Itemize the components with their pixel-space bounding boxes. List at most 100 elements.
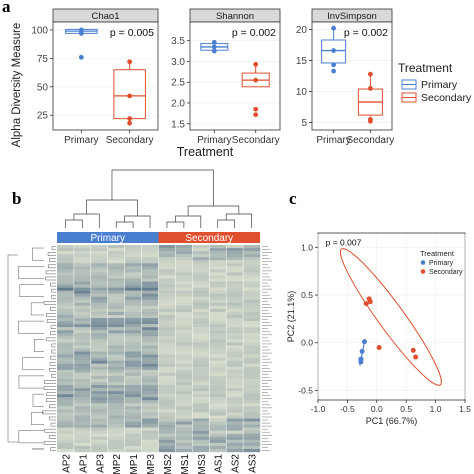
- heatmap-cell: [73, 308, 92, 313]
- heatmap-cell: [73, 296, 92, 300]
- heatmap-cell: [226, 315, 244, 319]
- heatmap-cell: [192, 424, 210, 428]
- heatmap-cell: [226, 281, 244, 285]
- heatmap-cell: [209, 290, 227, 294]
- y-tick-label: 75: [37, 54, 49, 65]
- heatmap-cell: [209, 378, 227, 383]
- row-dendro-link: [50, 422, 56, 427]
- heatmap-cell: [124, 403, 142, 407]
- column-label: MS1: [180, 454, 191, 474]
- data-point: [331, 25, 336, 31]
- heatmap-cell: [158, 324, 176, 328]
- heatmap-cell: [90, 257, 108, 261]
- heatmap-cell: [209, 427, 227, 431]
- row-dendro-link: [32, 393, 44, 407]
- box-secondary: [241, 61, 270, 118]
- heatmap-cell: [90, 439, 108, 444]
- heatmap-cell: [107, 439, 125, 444]
- heatmap-cell: [192, 378, 210, 383]
- heatmap-cell: [73, 430, 92, 434]
- heatmap-cell: [107, 430, 125, 434]
- heatmap-cell: [209, 266, 227, 270]
- row-dendro-link: [32, 247, 44, 261]
- heatmap-cell: [73, 257, 92, 261]
- heatmap-cell: [107, 415, 125, 419]
- heatmap-cell: [226, 251, 244, 255]
- heatmap-cell: [192, 296, 210, 300]
- heatmap-cell: [158, 278, 176, 282]
- heatmap-cell: [209, 412, 227, 416]
- heatmap-cell: [73, 375, 92, 380]
- heatmap-cell: [124, 394, 142, 398]
- heatmap-cell: [57, 254, 75, 258]
- heatmap-cell: [90, 360, 108, 364]
- heatmap-cell: [209, 445, 227, 450]
- heatmap-cell: [243, 360, 261, 364]
- heatmap-cell: [192, 348, 210, 352]
- legend-label-secondary: Secondary: [421, 92, 472, 104]
- heatmap-cell: [192, 388, 210, 392]
- heatmap-cell: [158, 381, 176, 386]
- heatmap-cell: [209, 315, 227, 319]
- pca-x-tick-label: 1.0: [430, 404, 442, 414]
- heatmap-cell: [226, 339, 244, 343]
- heatmap-cell: [73, 433, 92, 437]
- y-tick-label: 15: [296, 56, 308, 67]
- heatmap-cell: [124, 245, 142, 249]
- pca-x-tick-label: 1.5: [459, 404, 471, 414]
- heatmap-cell: [141, 409, 159, 413]
- facet-title: Chao1: [92, 11, 120, 22]
- heatmap-cell: [226, 248, 244, 252]
- heatmap-cell: [107, 333, 125, 337]
- heatmap-cell: [175, 302, 193, 307]
- panel-a-xlabel: Treatment: [177, 145, 234, 159]
- heatmap-cell: [175, 333, 193, 337]
- row-dendro-link: [49, 361, 56, 366]
- row-dendro-link: [50, 282, 56, 287]
- heatmap-cell: [192, 385, 210, 389]
- heatmap-cell: [209, 409, 227, 413]
- heatmap-cell: [73, 287, 92, 291]
- heatmap-cell: [73, 299, 92, 304]
- heatmap-cell: [57, 409, 75, 413]
- heatmap-cell: [90, 400, 108, 404]
- heatmap-cell: [243, 281, 261, 285]
- heatmap-cell: [107, 418, 125, 422]
- pca-y-tick-label: 0.0: [301, 338, 313, 348]
- row-dendro-link: [49, 416, 56, 421]
- heatmap-cell: [107, 436, 125, 441]
- heatmap-cell: [124, 305, 142, 310]
- heatmap-cell: [158, 385, 176, 389]
- heatmap-cell: [158, 354, 176, 358]
- heatmap-cell: [192, 290, 210, 294]
- heatmap-cell: [209, 324, 227, 328]
- heatmap-cell: [141, 305, 159, 310]
- heatmap-cell: [141, 342, 159, 346]
- heatmap-cell: [209, 342, 227, 346]
- heatmap-cell: [175, 260, 193, 264]
- row-dendro-link: [50, 355, 56, 360]
- heatmap-cell: [73, 381, 92, 386]
- row-dendro-link: [51, 294, 56, 299]
- heatmap-cell: [90, 388, 108, 392]
- row-dendro-link: [48, 435, 56, 439]
- heatmap-cell: [209, 333, 227, 337]
- heatmap-cell: [192, 275, 210, 279]
- heatmap-cell: [124, 281, 142, 285]
- heatmap-cell: [57, 327, 75, 331]
- heatmap-cell: [141, 397, 159, 401]
- heatmap-cell: [158, 333, 176, 337]
- heatmap-cell: [107, 266, 125, 270]
- heatmap-cell: [57, 394, 75, 398]
- heatmap-cell: [209, 305, 227, 310]
- heatmap-cell: [124, 308, 142, 313]
- heatmap-cell: [226, 427, 244, 431]
- row-dendro-link: [22, 357, 44, 371]
- heatmap-cell: [124, 418, 142, 422]
- heatmap-cell: [158, 409, 176, 413]
- heatmap-cell: [209, 442, 227, 447]
- heatmap-cell: [73, 357, 92, 361]
- heatmap-cell: [175, 299, 193, 304]
